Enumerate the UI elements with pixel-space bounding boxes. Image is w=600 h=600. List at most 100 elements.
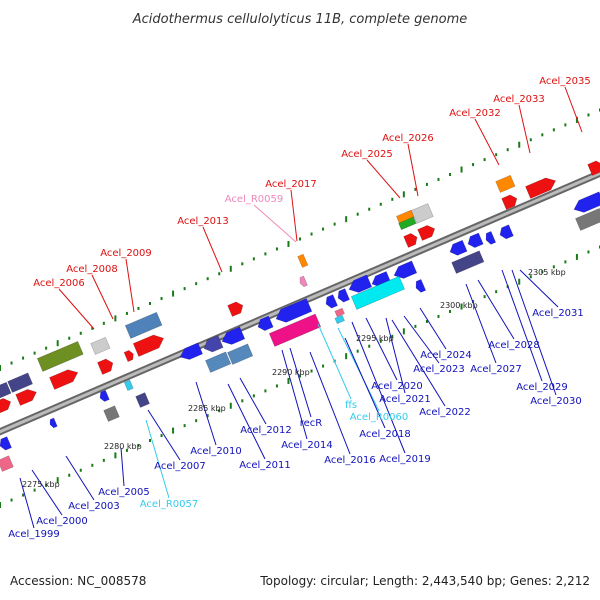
upper-track-tick — [206, 277, 209, 281]
lower-track-tick — [56, 477, 59, 484]
upper-track-tick — [102, 321, 105, 325]
lower-track-tick — [241, 399, 244, 403]
gene-arrow — [393, 260, 418, 279]
upper-track-tick — [160, 297, 163, 301]
gene-label-below: Acel_2000 — [36, 516, 88, 527]
gene-label-below: Acel_2024 — [420, 350, 472, 361]
topology-text: Topology: circular; Length: 2,443,540 bp… — [259, 574, 590, 588]
leader-line — [290, 189, 298, 242]
leader-line — [564, 86, 583, 133]
gene-block — [495, 174, 516, 193]
gene-arrow — [123, 350, 134, 362]
lower-track-tick — [0, 502, 1, 508]
gene-label-below: Acel_2019 — [379, 454, 431, 465]
upper-track-tick — [79, 331, 82, 335]
gene-block — [0, 381, 12, 400]
gene-arrow — [132, 334, 165, 357]
gene-arrow — [417, 225, 436, 241]
leader-line — [125, 258, 135, 313]
gene-label-below: Acel_2021 — [379, 394, 431, 405]
upper-track-tick — [287, 240, 290, 247]
lower-track-tick — [91, 463, 94, 467]
lower-track-tick — [587, 250, 590, 254]
leader-line — [511, 269, 557, 396]
gene-label-above: Acel_2006 — [33, 278, 85, 289]
leader-line — [407, 143, 419, 197]
lower-track-tick — [10, 498, 13, 502]
upper-track-tick — [552, 128, 555, 132]
gene-arrow — [49, 369, 79, 390]
lower-track-tick — [68, 473, 71, 477]
upper-track-tick — [506, 148, 509, 152]
lower-track-tick — [541, 270, 544, 274]
lower-track-tick — [206, 414, 209, 418]
gene-block — [90, 336, 111, 355]
lower-track-tick — [414, 324, 417, 328]
gene-label-below: Acel_2011 — [239, 460, 291, 471]
upper-track-tick — [345, 216, 348, 223]
kbp-tick-label: 2300 kbp — [440, 301, 478, 310]
gene-block — [36, 340, 84, 372]
gene-arrow — [15, 389, 37, 406]
leader-line — [465, 283, 497, 364]
gene-block — [0, 455, 14, 472]
upper-track-tick — [322, 227, 325, 231]
gene-label-above: Acel_2017 — [265, 179, 317, 190]
upper-track-tick — [299, 237, 301, 241]
leader-line — [391, 319, 446, 407]
leader-line — [281, 349, 308, 440]
gene-block — [124, 311, 163, 339]
gene-label-below: Acel_2003 — [68, 501, 120, 512]
gene-label-above: Acel_2008 — [66, 264, 118, 275]
gene-label-above: Acel_2013 — [177, 216, 229, 227]
lower-track-tick — [172, 427, 175, 434]
upper-track-tick — [449, 173, 451, 176]
lower-track-tick — [229, 402, 232, 409]
upper-track-tick — [0, 365, 1, 371]
lower-track-tick — [125, 448, 128, 452]
leader-line — [253, 204, 297, 243]
lower-track-tick — [218, 409, 221, 413]
lower-track-tick — [425, 319, 428, 323]
lower-track-tick — [379, 339, 382, 343]
gene-labels: Acel_2006 Acel_2008 Acel_2009 Acel_2013 Acel… — [8, 76, 591, 540]
lower-track-tick — [114, 452, 117, 459]
lower-track-tick — [252, 394, 255, 398]
lower-track-tick — [345, 353, 348, 360]
lower-track-tick — [264, 389, 267, 393]
gene-block — [410, 203, 434, 224]
leader-line — [227, 383, 266, 460]
gene-arrow — [99, 389, 110, 402]
gene-features — [0, 160, 600, 472]
gene-arrow — [0, 436, 12, 451]
upper-track-tick — [391, 197, 394, 201]
gene-label-above: Acel_2035 — [539, 76, 591, 87]
lower-track-tick — [391, 334, 394, 338]
gene-arrow — [203, 335, 224, 353]
gene-arrow — [257, 315, 274, 331]
gene-label-below: recR — [300, 418, 323, 429]
upper-track-tick — [275, 247, 278, 251]
upper-track-tick — [310, 232, 313, 236]
lower-track-tick — [33, 488, 36, 492]
lower-track-tick — [195, 419, 198, 423]
map-title: Acidothermus cellulolyticus 11B, complet… — [132, 12, 468, 27]
gene-arrow — [501, 194, 518, 210]
gene-label-below: Acel_1999 — [8, 529, 60, 540]
gene-arrow — [499, 224, 514, 240]
leader-line — [317, 323, 352, 400]
upper-track-tick — [56, 340, 59, 347]
leader-line — [289, 347, 312, 418]
leader-line — [419, 307, 447, 350]
leader-line — [145, 419, 170, 499]
leader-line — [195, 381, 217, 446]
lower-track-tick — [149, 439, 151, 442]
upper-track-tick — [333, 222, 336, 226]
gene-label-above: Acel_2025 — [341, 149, 393, 160]
leader-line — [31, 469, 63, 516]
gene-arrow — [403, 233, 418, 248]
gene-label-above: Acel_R0059 — [225, 194, 284, 205]
lower-track-tick — [310, 369, 313, 373]
kbp-tick-label: 2305 kbp — [528, 268, 566, 277]
